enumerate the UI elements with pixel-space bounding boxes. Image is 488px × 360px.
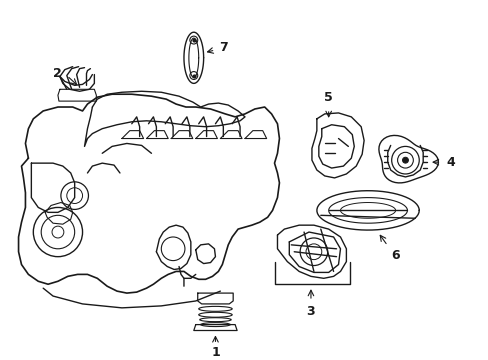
Text: 5: 5 [324, 91, 332, 104]
Text: 1: 1 [211, 346, 220, 359]
Circle shape [402, 157, 407, 163]
Text: 2: 2 [53, 67, 61, 80]
Text: 7: 7 [219, 41, 227, 54]
Text: 4: 4 [446, 156, 454, 168]
Text: 3: 3 [306, 305, 315, 318]
Text: 6: 6 [390, 249, 399, 262]
